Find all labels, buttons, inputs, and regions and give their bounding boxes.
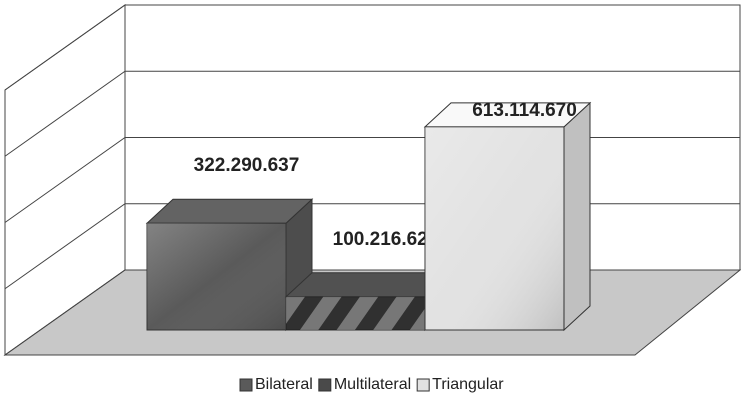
legend: Bilateral Multilateral Triangular	[239, 376, 504, 393]
bar-shine	[286, 296, 425, 330]
legend-swatch	[416, 378, 430, 392]
grid-line	[4, 70, 740, 157]
bar-shine	[425, 126, 564, 330]
bar	[145, 198, 314, 332]
legend-swatch	[318, 378, 332, 392]
legend-label: Triangular	[432, 376, 504, 393]
grid-line	[4, 4, 740, 91]
value-label: 100.216.623	[333, 229, 439, 250]
bar-shine	[147, 223, 286, 330]
value-label: 613.114.670	[472, 100, 577, 121]
bar-side	[563, 101, 591, 332]
bar-top	[145, 198, 314, 224]
bars: 322.290.637 100.216.623 613.114.670	[145, 100, 592, 332]
legend-swatch	[239, 378, 253, 392]
bar	[284, 271, 453, 332]
value-label: 322.290.637	[194, 155, 300, 176]
bar	[423, 101, 592, 332]
legend-label: Multilateral	[334, 376, 411, 393]
legend-label: Bilateral	[255, 376, 313, 393]
